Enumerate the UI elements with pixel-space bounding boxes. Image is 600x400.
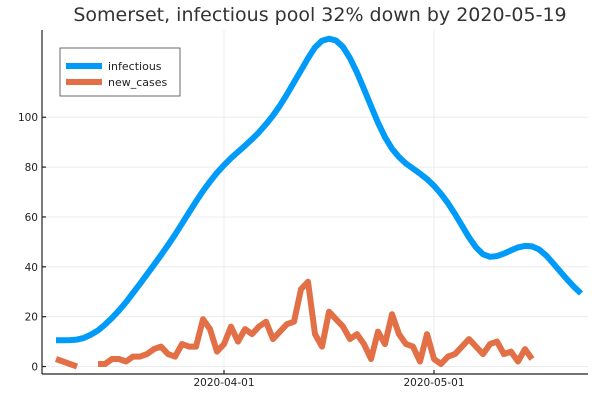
series-line-infectious [56,35,584,344]
y-tick-label: 0 [31,362,38,374]
chart-title: Somerset, infectious pool 32% down by 20… [73,4,566,26]
series-layer [54,35,584,370]
axes [41,30,588,375]
legend: infectious new_cases [59,47,181,97]
y-tick-label: 80 [25,162,38,174]
y-tick-label: 20 [25,312,38,324]
legend-label-infectious: infectious [108,60,162,73]
x-tick-label: 2020-05-01 [403,377,464,389]
grid [42,30,588,374]
tick-labels: 0 20 40 60 80 100 2020-04-01 2020-05-01 [18,112,465,389]
legend-box [59,47,181,97]
x-tick-label: 2020-04-01 [193,377,254,389]
series-line-new-cases [54,278,535,370]
legend-label-new-cases: new_cases [108,76,168,89]
y-tick-label: 100 [18,112,38,124]
y-tick-label: 60 [25,212,38,224]
y-tick-label: 40 [25,262,38,274]
